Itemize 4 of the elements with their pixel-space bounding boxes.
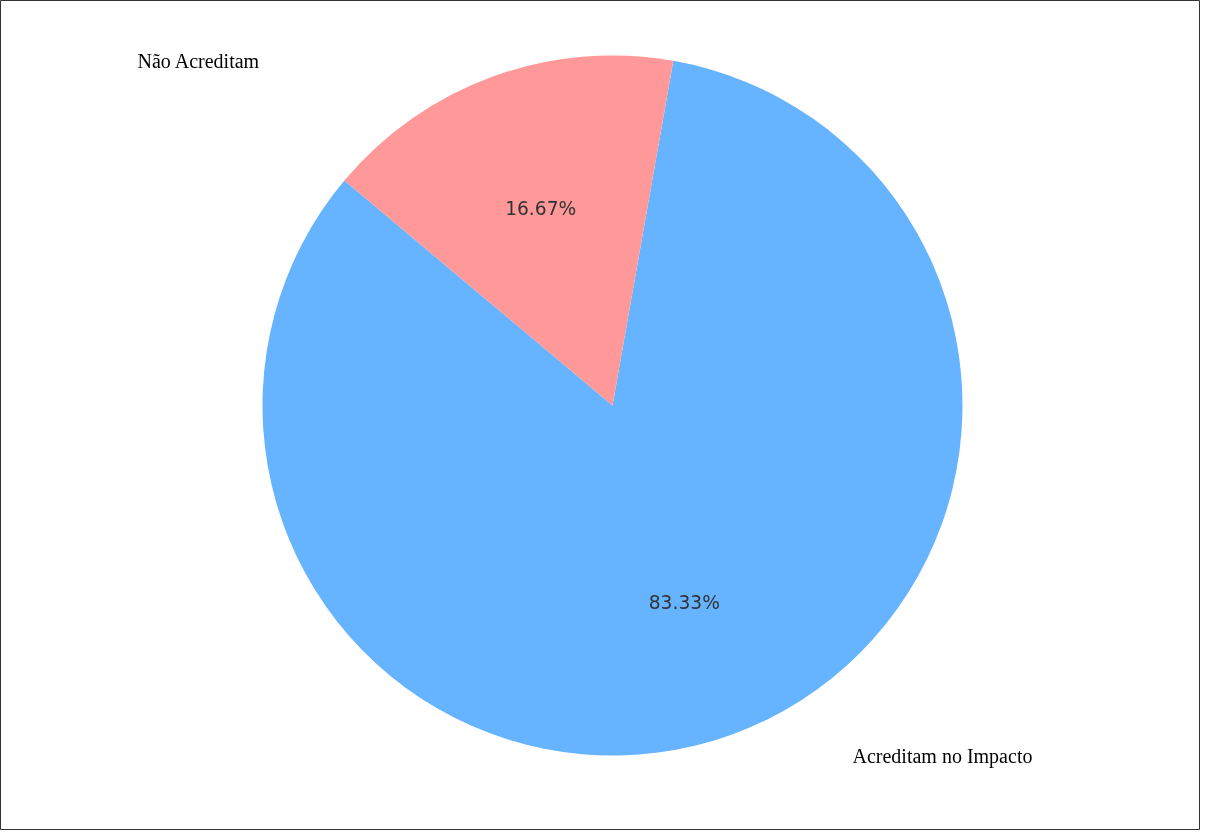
slice-label: Não Acreditam	[137, 49, 260, 72]
slice-label: Acreditam no Impacto	[852, 744, 1033, 768]
data-label: 16.67%	[505, 197, 577, 219]
data-label: 83.33%	[648, 592, 720, 614]
